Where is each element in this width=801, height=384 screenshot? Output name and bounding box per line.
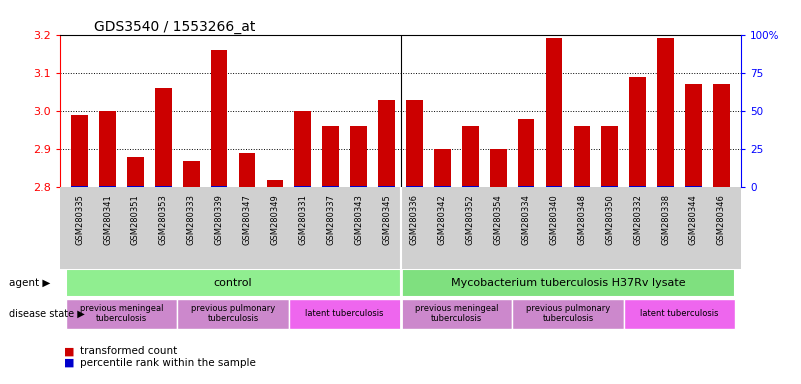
Text: ■: ■: [64, 358, 74, 368]
Bar: [517, 119, 534, 187]
Bar: [127, 157, 144, 187]
Bar: [155, 186, 171, 187]
Bar: [462, 126, 479, 187]
Bar: [462, 186, 479, 187]
Bar: [66, 269, 400, 297]
Bar: [295, 111, 312, 187]
Bar: [350, 186, 367, 187]
Bar: [378, 186, 395, 187]
Bar: [267, 180, 284, 187]
Bar: [517, 186, 534, 187]
Bar: [685, 186, 702, 187]
Bar: [127, 186, 144, 187]
Text: previous meningeal
tuberculosis: previous meningeal tuberculosis: [80, 304, 163, 323]
Text: GSM280338: GSM280338: [661, 194, 670, 245]
Text: latent tuberculosis: latent tuberculosis: [305, 309, 384, 318]
Text: GSM280335: GSM280335: [75, 194, 84, 245]
Text: GDS3540 / 1553266_at: GDS3540 / 1553266_at: [95, 20, 256, 33]
Text: GSM280337: GSM280337: [326, 194, 336, 245]
Text: GSM280348: GSM280348: [578, 194, 586, 245]
Bar: [177, 299, 289, 329]
Bar: [99, 111, 116, 187]
Bar: [713, 84, 730, 187]
Text: GSM280353: GSM280353: [159, 194, 168, 245]
Bar: [574, 126, 590, 187]
Bar: [400, 299, 512, 329]
Bar: [489, 149, 506, 187]
Text: agent ▶: agent ▶: [9, 278, 50, 288]
Bar: [602, 126, 618, 187]
Text: GSM280342: GSM280342: [438, 194, 447, 245]
Bar: [630, 186, 646, 187]
Text: GSM280339: GSM280339: [215, 194, 223, 245]
Bar: [685, 84, 702, 187]
Text: GSM280341: GSM280341: [103, 194, 112, 245]
Bar: [512, 299, 624, 329]
Bar: [211, 50, 227, 187]
Text: GSM280340: GSM280340: [549, 194, 558, 245]
Bar: [545, 185, 562, 187]
Bar: [295, 186, 312, 187]
Bar: [434, 186, 451, 187]
Bar: [289, 299, 400, 329]
Text: GSM280336: GSM280336: [410, 194, 419, 245]
Bar: [657, 185, 674, 187]
Bar: [183, 161, 199, 187]
Bar: [545, 38, 562, 187]
Bar: [71, 115, 88, 187]
Text: GSM280346: GSM280346: [717, 194, 726, 245]
Bar: [211, 185, 227, 187]
Bar: [66, 299, 177, 329]
Text: GSM280349: GSM280349: [271, 194, 280, 245]
Text: Mycobacterium tuberculosis H37Rv lysate: Mycobacterium tuberculosis H37Rv lysate: [451, 278, 685, 288]
Text: GSM280334: GSM280334: [521, 194, 530, 245]
Bar: [630, 77, 646, 187]
Bar: [574, 186, 590, 187]
Bar: [99, 186, 116, 187]
Text: GSM280350: GSM280350: [606, 194, 614, 245]
Bar: [378, 99, 395, 187]
Text: GSM280347: GSM280347: [243, 194, 252, 245]
Text: GSM280344: GSM280344: [689, 194, 698, 245]
Bar: [406, 185, 423, 187]
Text: control: control: [214, 278, 252, 288]
Text: percentile rank within the sample: percentile rank within the sample: [80, 358, 256, 368]
Bar: [657, 38, 674, 187]
Bar: [624, 299, 735, 329]
Text: GSM280352: GSM280352: [465, 194, 475, 245]
Text: GSM280332: GSM280332: [633, 194, 642, 245]
Bar: [602, 186, 618, 187]
Bar: [239, 153, 256, 187]
Bar: [406, 99, 423, 187]
Text: GSM280351: GSM280351: [131, 194, 140, 245]
Text: disease state ▶: disease state ▶: [9, 309, 85, 319]
Text: previous pulmonary
tuberculosis: previous pulmonary tuberculosis: [525, 304, 610, 323]
Text: GSM280331: GSM280331: [298, 194, 308, 245]
Text: ■: ■: [64, 346, 74, 356]
Bar: [322, 186, 339, 187]
Text: previous meningeal
tuberculosis: previous meningeal tuberculosis: [415, 304, 498, 323]
Text: GSM280345: GSM280345: [382, 194, 391, 245]
Bar: [155, 88, 171, 187]
Text: previous pulmonary
tuberculosis: previous pulmonary tuberculosis: [191, 304, 276, 323]
Bar: [71, 186, 88, 187]
Bar: [434, 149, 451, 187]
Bar: [400, 269, 735, 297]
Text: GSM280343: GSM280343: [354, 194, 363, 245]
Text: GSM280333: GSM280333: [187, 194, 195, 245]
Text: GSM280354: GSM280354: [493, 194, 503, 245]
Text: latent tuberculosis: latent tuberculosis: [640, 309, 718, 318]
Bar: [350, 126, 367, 187]
Bar: [322, 126, 339, 187]
Text: transformed count: transformed count: [80, 346, 177, 356]
